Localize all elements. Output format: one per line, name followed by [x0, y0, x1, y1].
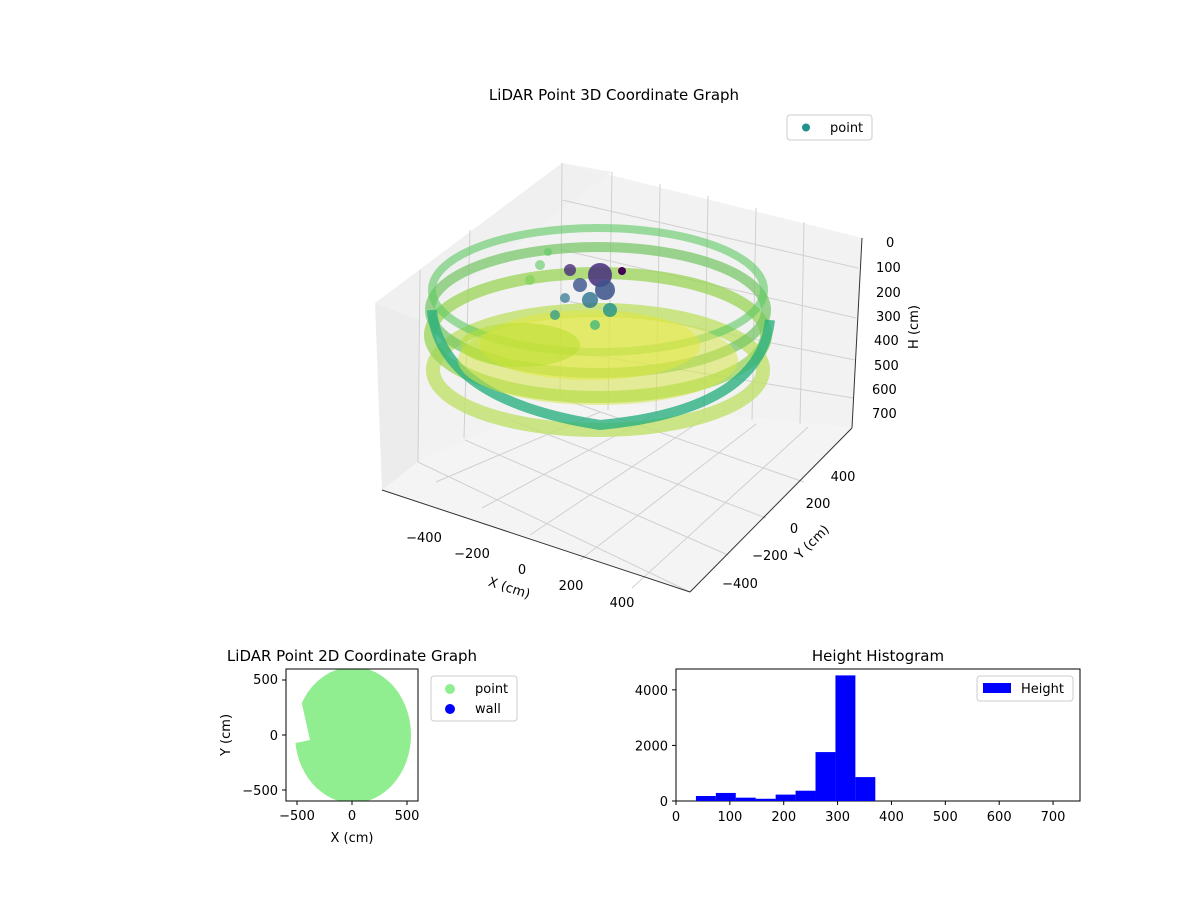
chart-2d: LiDAR Point 2D Coordinate Graph −500 0 5… [219, 647, 518, 846]
hist-bar [855, 777, 876, 801]
hist-bars [695, 675, 876, 801]
z-axis-label: H (cm) [907, 305, 922, 349]
hist-x-ticks: 0 100 200 300 400 500 600 700 [672, 801, 1066, 825]
x-tick: 100 [717, 810, 742, 825]
legend-marker-wall [445, 704, 455, 714]
x-tick: 200 [771, 810, 796, 825]
x-tick: 700 [1041, 810, 1066, 825]
x-tick: 0 [348, 809, 356, 824]
z-tick: 600 [872, 383, 897, 398]
pane-left [375, 303, 420, 490]
hist-bar [835, 675, 856, 801]
legend-label: wall [475, 702, 501, 717]
legend-label: point [475, 682, 508, 697]
legend-label: Height [1021, 682, 1064, 697]
x-ticks: −400 −200 0 200 400 [406, 531, 634, 611]
axes-3d [381, 237, 863, 593]
y-tick: −400 [722, 577, 758, 592]
y-tick: −200 [752, 549, 788, 564]
legend-label: point [830, 121, 863, 136]
x-tick: −400 [406, 531, 442, 546]
legend-box [976, 675, 1074, 702]
chart-3d-title: LiDAR Point 3D Coordinate Graph [489, 86, 739, 104]
x-tick: 400 [610, 596, 635, 611]
x-tick: 500 [395, 809, 420, 824]
y-tick: 0 [790, 522, 798, 537]
legend-marker-point [445, 684, 455, 694]
ticks-2d [282, 679, 408, 805]
x-tick: −500 [279, 809, 315, 824]
x-tick: 400 [879, 810, 904, 825]
hist-bar [815, 752, 836, 801]
y-ticks: 400 200 0 −200 −400 [722, 470, 855, 592]
x-tick: 0 [672, 810, 680, 825]
hist-bar [755, 798, 776, 801]
y-tick: −500 [242, 784, 278, 799]
legend-hist: Height [976, 675, 1074, 702]
hist-bar [775, 794, 796, 801]
x-tick: 0 [518, 563, 526, 578]
y-tick: 0 [660, 795, 668, 810]
legend-swatch [983, 683, 1011, 693]
hist-bar [695, 795, 716, 801]
z-tick: 500 [874, 359, 899, 374]
hist-bar [735, 797, 756, 801]
legend-2d: point wall [430, 675, 518, 722]
z-tick: 300 [876, 310, 901, 325]
hist-y-ticks: 0 2000 4000 [635, 684, 676, 810]
x-tick: −200 [454, 547, 490, 562]
y-tick: 200 [806, 497, 831, 512]
y-tick: 500 [253, 673, 278, 688]
y-tick: 2000 [635, 739, 668, 754]
legend-3d: point [786, 114, 873, 141]
y-tick: 4000 [635, 684, 668, 699]
legend-marker [802, 123, 810, 132]
x-tick: 600 [987, 810, 1012, 825]
z-tick: 200 [876, 286, 901, 301]
chart-3d: LiDAR Point 3D Coordinate Graph [375, 86, 922, 611]
chart-histogram: Height Histogram 0 100 200 300 400 500 600 700 … [635, 647, 1081, 825]
z-tick: 100 [876, 261, 901, 276]
z-tick: 0 [886, 236, 894, 251]
y-axis-label-2d: Y (cm) [219, 714, 234, 757]
point-region [286, 669, 411, 801]
x-tick: 200 [559, 579, 584, 594]
z-tick: 400 [874, 334, 899, 349]
x-tick: 300 [825, 810, 850, 825]
center-cluster [525, 248, 626, 330]
x-axis-label-2d: X (cm) [331, 831, 374, 846]
x-axis-label: X (cm) [486, 575, 532, 603]
hist-bar [795, 790, 816, 801]
x-tick: 500 [933, 810, 958, 825]
z-tick: 700 [872, 407, 897, 422]
histogram-title: Height Histogram [812, 647, 944, 665]
y-tick: 0 [270, 729, 278, 744]
chart-2d-title: LiDAR Point 2D Coordinate Graph [227, 647, 477, 665]
legend-box [786, 114, 873, 141]
y-tick: 400 [831, 470, 856, 485]
pane-floor [382, 398, 852, 592]
z-ticks: 0 100 200 300 400 500 600 700 [872, 236, 901, 422]
hist-bar [715, 792, 736, 801]
